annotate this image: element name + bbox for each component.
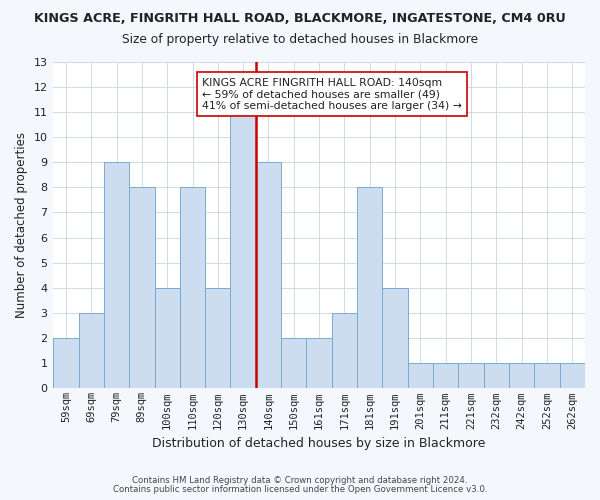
Bar [230, 112, 256, 388]
Bar [382, 288, 408, 388]
Bar [180, 187, 205, 388]
Bar [458, 363, 484, 388]
Bar [256, 162, 281, 388]
Bar [129, 187, 155, 388]
Bar [433, 363, 458, 388]
Bar [535, 363, 560, 388]
Bar [408, 363, 433, 388]
Bar [560, 363, 585, 388]
Bar [205, 288, 230, 388]
Bar [281, 338, 307, 388]
Y-axis label: Number of detached properties: Number of detached properties [15, 132, 28, 318]
Bar [53, 338, 79, 388]
Bar [155, 288, 180, 388]
Bar [332, 313, 357, 388]
Bar [484, 363, 509, 388]
Bar [357, 187, 382, 388]
X-axis label: Distribution of detached houses by size in Blackmore: Distribution of detached houses by size … [152, 437, 486, 450]
Text: Contains public sector information licensed under the Open Government Licence v3: Contains public sector information licen… [113, 485, 487, 494]
Bar [104, 162, 129, 388]
Text: KINGS ACRE FINGRITH HALL ROAD: 140sqm
← 59% of detached houses are smaller (49)
: KINGS ACRE FINGRITH HALL ROAD: 140sqm ← … [202, 78, 462, 111]
Text: KINGS ACRE, FINGRITH HALL ROAD, BLACKMORE, INGATESTONE, CM4 0RU: KINGS ACRE, FINGRITH HALL ROAD, BLACKMOR… [34, 12, 566, 26]
Bar [79, 313, 104, 388]
Text: Size of property relative to detached houses in Blackmore: Size of property relative to detached ho… [122, 32, 478, 46]
Bar [307, 338, 332, 388]
Text: Contains HM Land Registry data © Crown copyright and database right 2024.: Contains HM Land Registry data © Crown c… [132, 476, 468, 485]
Bar [509, 363, 535, 388]
